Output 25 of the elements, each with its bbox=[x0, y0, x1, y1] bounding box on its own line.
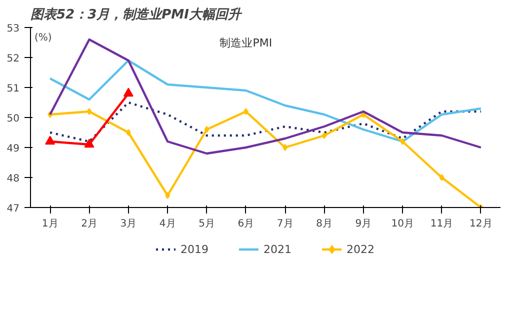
legend-label: 2019 bbox=[180, 242, 208, 256]
x-tick-label: 12月 bbox=[470, 218, 492, 230]
y-tick-label: 53 bbox=[6, 24, 20, 34]
x-tick-label: 1月 bbox=[42, 218, 58, 230]
x-tick-label: 11月 bbox=[430, 218, 454, 230]
x-tick-label: 5月 bbox=[198, 218, 215, 230]
x-tick-label: 6月 bbox=[238, 218, 254, 230]
legend-label: 2021 bbox=[264, 242, 292, 256]
x-tick-label: 9月 bbox=[355, 218, 372, 230]
y-tick-label: 51 bbox=[6, 84, 20, 94]
x-tick-label: 3月 bbox=[120, 218, 137, 230]
y-tick-label: 48 bbox=[6, 174, 20, 184]
x-tick-label: 8月 bbox=[316, 218, 332, 230]
chart-title: 图表52：3月，制造业PMI大幅回升 bbox=[30, 6, 243, 22]
y-tick-label: 50 bbox=[6, 114, 20, 124]
y-tick-label: 47 bbox=[6, 204, 20, 214]
x-tick-label: 4月 bbox=[159, 218, 176, 230]
y-axis-title: (%) bbox=[34, 32, 52, 44]
x-tick-label: 2月 bbox=[81, 218, 98, 230]
y-tick-label: 49 bbox=[6, 144, 20, 154]
legend-label: 2022 bbox=[346, 242, 374, 256]
y-tick-label: 52 bbox=[6, 54, 20, 64]
x-tick-label: 7月 bbox=[276, 218, 294, 230]
text: 制造业PMI bbox=[220, 36, 272, 50]
x-tick-label: 10月 bbox=[391, 218, 414, 230]
